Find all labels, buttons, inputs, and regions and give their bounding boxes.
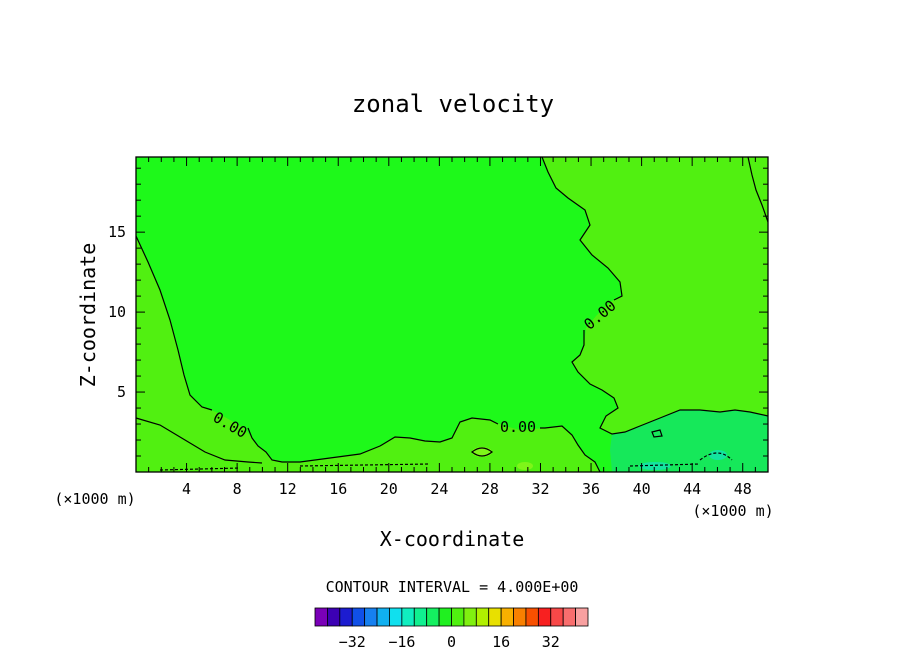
colorbar-swatch: [475, 607, 490, 627]
colorbar-swatch: [401, 607, 415, 627]
zero-contour-left: [135, 235, 213, 411]
colorbar-swatch: [376, 607, 390, 627]
contour-patch-negative-1: [709, 450, 727, 460]
x-tick-label: 20: [380, 480, 398, 498]
zero-contour-far-right: [747, 156, 769, 223]
y-tick-label: 15: [108, 223, 126, 241]
x-tick-label: 4: [182, 480, 191, 498]
x-tick-label: 16: [329, 480, 347, 498]
colorbar-swatch: [426, 607, 440, 627]
zero-contour-patch-1: [471, 447, 493, 457]
x-axis-unit-left: (×1000 m): [54, 490, 135, 508]
colorbar-swatch: [351, 607, 366, 627]
colorbar-swatch: [575, 607, 589, 627]
colorbar-swatch: [463, 607, 477, 627]
x-tick-label: 32: [531, 480, 549, 498]
colorbar-tick-label: −32: [339, 633, 366, 651]
x-tick-label: 24: [430, 480, 448, 498]
colorbar-swatch: [550, 607, 564, 627]
zero-contour-right: [541, 156, 623, 301]
contour-patch-positive-2: [517, 462, 533, 470]
colorbar-swatch: [389, 607, 403, 627]
colorbar-swatch: [513, 607, 527, 627]
contour-fill-right-positive: [542, 157, 768, 434]
x-tick-label: 28: [481, 480, 499, 498]
zero-contour-patch-2: [651, 429, 663, 438]
colorbar-tick-label: 0: [447, 633, 456, 651]
contour-label-center: 0.00: [500, 418, 536, 436]
contour-fill-left-positive: [136, 236, 600, 472]
zero-contour-right-lower: [571, 330, 769, 435]
x-axis-unit-right: (×1000 m): [692, 502, 773, 520]
chart-title: zonal velocity: [352, 90, 554, 118]
x-tick-label: 8: [233, 480, 242, 498]
contour-patch-negative-2: [639, 462, 671, 470]
contour-interval-text: CONTOUR INTERVAL = 4.000E+00: [326, 578, 579, 596]
colorbar-swatch: [438, 607, 452, 627]
colorbar-swatch: [500, 607, 514, 627]
colorbar-swatch: [488, 607, 502, 627]
x-axis-label: X-coordinate: [380, 527, 525, 551]
plot-area: 0.00 0.00 0.00: [135, 156, 769, 473]
colorbar-swatch: [327, 607, 341, 627]
zero-contour-patch-3: [699, 452, 733, 461]
x-tick-label: 12: [279, 480, 297, 498]
zero-contour-left-lower: [247, 417, 499, 463]
x-tick-label: 44: [683, 480, 701, 498]
x-tick-label: 48: [734, 480, 752, 498]
x-tick-label: 40: [633, 480, 651, 498]
y-axis-label: Z-coordinate: [76, 243, 100, 388]
colorbar-tick-label: 32: [542, 633, 560, 651]
colorbar-tick-label: −16: [388, 633, 415, 651]
colorbar-tick-label: 16: [492, 633, 510, 651]
colorbar-swatch: [562, 607, 576, 627]
colorbar-swatch: [537, 607, 552, 627]
y-tick-label: 5: [117, 383, 126, 401]
colorbar-swatch: [364, 607, 378, 627]
y-tick-label: 10: [108, 303, 126, 321]
zero-contour-left-bottom: [135, 417, 263, 464]
colorbar-swatch: [339, 607, 353, 627]
axis-ticks: [136, 157, 768, 472]
colorbar: −32 −16 0 16 32: [314, 607, 589, 651]
colorbar-swatch: [451, 607, 465, 627]
zero-contour-mid: [540, 425, 601, 473]
colorbar-swatch: [525, 607, 539, 627]
x-tick-label: 36: [582, 480, 600, 498]
colorbar-swatch: [413, 607, 428, 627]
colorbar-swatch: [314, 607, 328, 627]
